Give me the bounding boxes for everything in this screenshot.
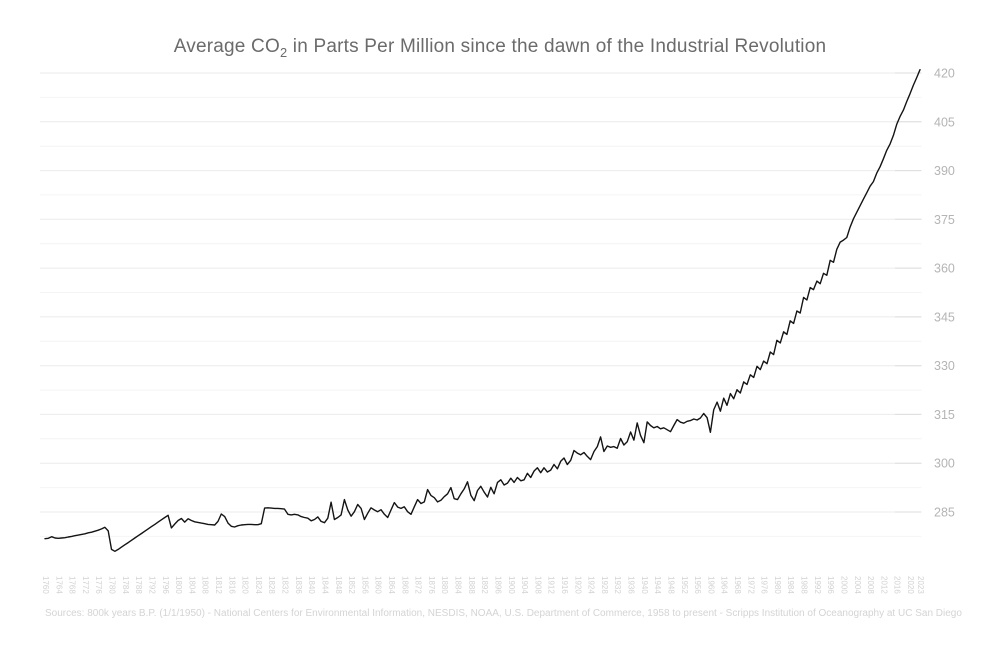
x-tick-label: 1776 (94, 576, 103, 594)
x-tick-label: 1964 (720, 576, 729, 594)
x-tick-label: 2000 (840, 576, 849, 594)
x-tick-label: 1924 (587, 576, 596, 594)
x-tick-label: 1956 (693, 576, 702, 594)
y-tick-marks (895, 72, 922, 513)
x-tick-label: 1896 (494, 576, 503, 594)
x-tick-label: 1868 (400, 576, 409, 594)
x-tick-label: 1780 (108, 576, 117, 594)
x-tick-label: 1836 (294, 576, 303, 594)
x-tick-label: 2016 (893, 576, 902, 594)
y-tick-label: 285 (934, 506, 955, 520)
x-tick-label: 1784 (121, 576, 130, 594)
x-tick-label: 1972 (746, 576, 755, 594)
x-tick-label: 1852 (347, 576, 356, 594)
x-tick-label: 1856 (360, 576, 369, 594)
y-tick-label: 405 (934, 115, 955, 129)
x-tick-label: 1944 (653, 576, 662, 594)
x-tick-label: 1796 (161, 576, 170, 594)
y-tick-label: 330 (934, 359, 955, 373)
x-tick-label: 1816 (227, 576, 236, 594)
x-tick-label: 1932 (613, 576, 622, 594)
x-axis-labels: 1760 1764 1768 1772 1776 1780 1784 1788 1792 1796… (41, 576, 925, 594)
x-tick-label: 1996 (826, 576, 835, 594)
x-tick-label: 1928 (600, 576, 609, 594)
x-tick-label: 1824 (254, 576, 263, 594)
x-tick-label: 1864 (387, 576, 396, 594)
x-tick-label: 1792 (148, 576, 157, 594)
source-note: Sources: 800k years B.P. (1/1/1950) - Na… (45, 608, 962, 619)
x-tick-label: 1892 (480, 576, 489, 594)
x-tick-label: 1980 (773, 576, 782, 594)
x-tick-label: 1904 (520, 576, 529, 594)
x-tick-label: 1948 (667, 576, 676, 594)
x-tick-label: 1880 (440, 576, 449, 594)
chart-title-prefix: Average CO (173, 36, 280, 57)
y-tick-label: 390 (934, 164, 955, 178)
chart-title: Average CO2 in Parts Per Million since t… (0, 36, 1000, 60)
x-tick-label: 1828 (267, 576, 276, 594)
x-tick-label: 1888 (467, 576, 476, 594)
y-tick-label: 420 (934, 67, 955, 81)
y-tick-label: 345 (934, 310, 955, 324)
x-tick-label: 1848 (334, 576, 343, 594)
x-tick-label: 1916 (560, 576, 569, 594)
x-tick-label: 2012 (879, 576, 888, 594)
x-tick-label: 1936 (627, 576, 636, 594)
x-tick-label: 1976 (760, 576, 769, 594)
x-tick-label: 1772 (81, 576, 90, 594)
x-tick-label: 1984 (786, 576, 795, 594)
y-tick-label: 375 (934, 213, 955, 227)
y-tick-label: 300 (934, 457, 955, 471)
x-tick-label: 1988 (800, 576, 809, 594)
chart-title-suffix: in Parts Per Million since the dawn of t… (287, 36, 827, 57)
x-tick-label: 1812 (214, 576, 223, 594)
x-tick-label: 1800 (174, 576, 183, 594)
x-tick-label: 2020 (906, 576, 915, 594)
x-tick-label: 2004 (853, 576, 862, 594)
x-tick-label: 1876 (427, 576, 436, 594)
y-tick-label: 315 (934, 408, 955, 422)
x-tick-label: 1900 (507, 576, 516, 594)
y-tick-label: 360 (934, 262, 955, 276)
x-tick-label: 1960 (706, 576, 715, 594)
x-tick-label: 2023 (916, 576, 925, 594)
x-tick-label: 1840 (307, 576, 316, 594)
x-tick-label: 1808 (201, 576, 210, 594)
x-tick-label: 1968 (733, 576, 742, 594)
x-tick-label: 1884 (454, 576, 463, 594)
x-tick-label: 2008 (866, 576, 875, 594)
x-tick-label: 1940 (640, 576, 649, 594)
co2-data-line (44, 68, 921, 552)
gridlines-major (40, 72, 922, 513)
x-tick-label: 1872 (414, 576, 423, 594)
x-tick-label: 1768 (68, 576, 77, 594)
x-tick-label: 1804 (187, 576, 196, 594)
x-tick-label: 1760 (41, 576, 50, 594)
x-tick-label: 1912 (547, 576, 556, 594)
x-tick-label: 1992 (813, 576, 822, 594)
x-tick-label: 1788 (134, 576, 143, 594)
x-tick-label: 1908 (533, 576, 542, 594)
x-tick-label: 1764 (54, 576, 63, 594)
x-tick-label: 1920 (573, 576, 582, 594)
x-tick-label: 1952 (680, 576, 689, 594)
chart-title-subscript: 2 (279, 44, 288, 60)
x-tick-label: 1820 (241, 576, 250, 594)
x-tick-label: 1860 (374, 576, 383, 594)
y-axis-labels: 285 300 315 330 345 360 375 390 405 420 (934, 67, 955, 520)
x-tick-label: 1844 (321, 576, 330, 594)
x-tick-label: 1832 (281, 576, 290, 594)
